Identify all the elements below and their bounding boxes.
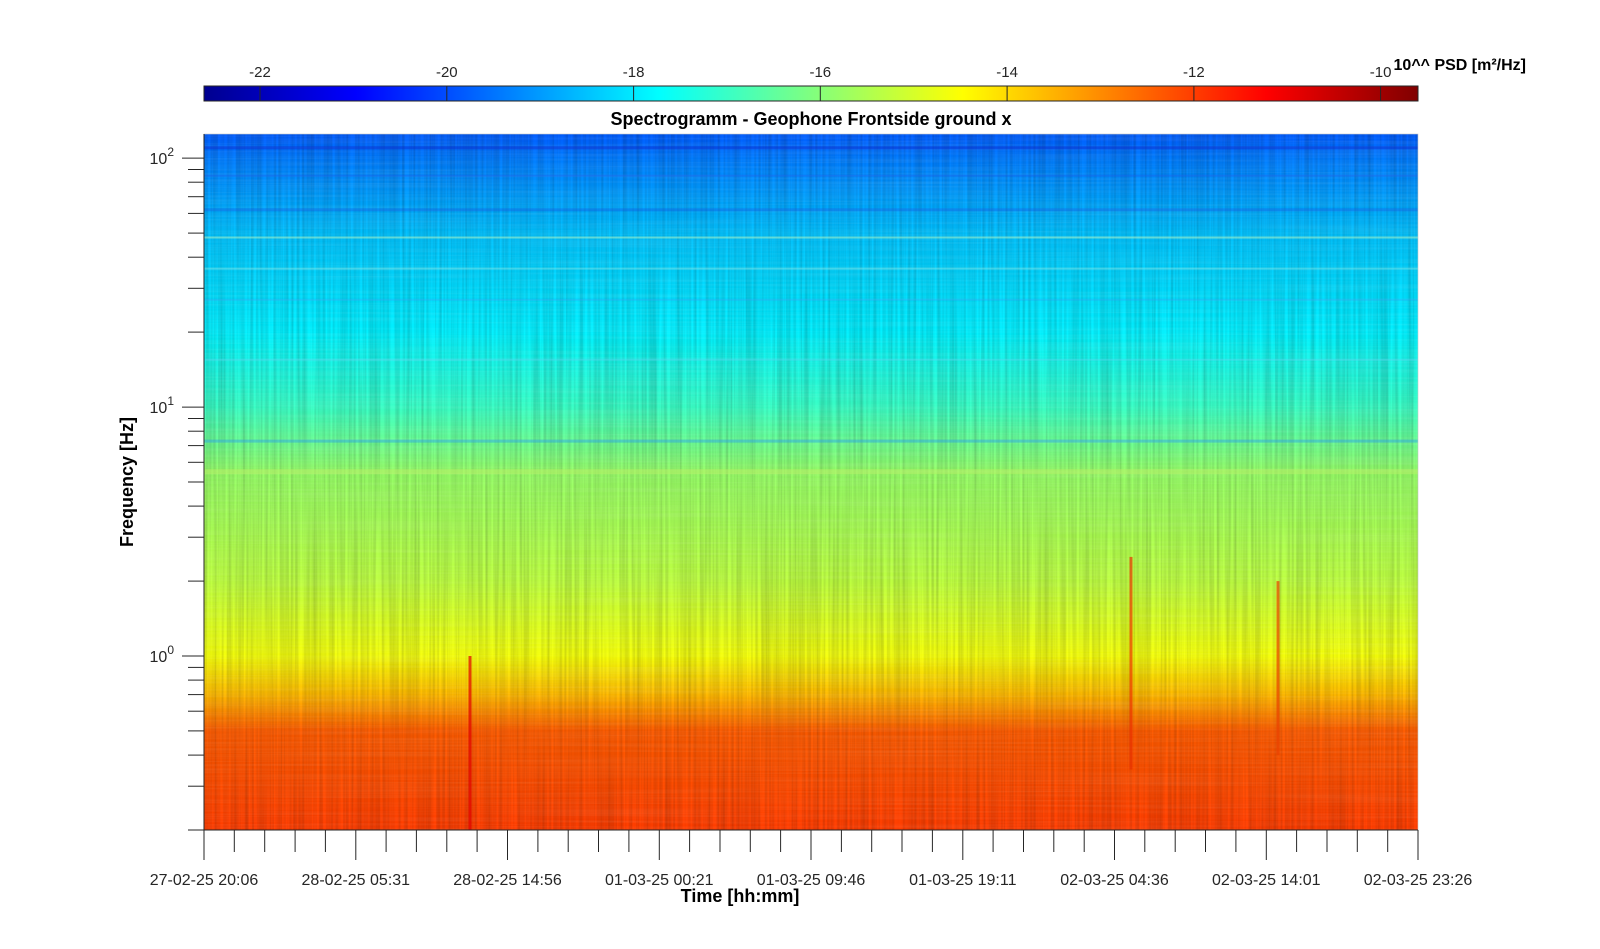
colorbar-gradient bbox=[203, 85, 1419, 102]
spectral-line bbox=[204, 146, 1418, 150]
colorbar-label: 10^^ PSD [m²/Hz] bbox=[1394, 57, 1526, 74]
colorbar-ticks: -22 -20 -18 -16 -14 -12 -10 bbox=[249, 64, 1391, 101]
x-tick-label: 28-02-25 05:31 bbox=[302, 872, 411, 889]
transient-event bbox=[1129, 556, 1133, 770]
spectral-line bbox=[204, 358, 1418, 361]
spectral-lines bbox=[204, 146, 1418, 830]
colorbar-tick-label: -18 bbox=[623, 64, 645, 81]
texture-horizontal bbox=[204, 134, 1418, 830]
x-tick-label: 02-03-25 04:36 bbox=[1060, 872, 1169, 889]
colorbar-tick-label: -12 bbox=[1183, 64, 1205, 81]
y-axis: 100 101 102 bbox=[150, 134, 205, 831]
spectrogram-plot-area bbox=[203, 133, 1419, 831]
y-tick-label: 100 bbox=[150, 643, 175, 666]
x-axis: 27-02-25 20:06 28-02-25 05:31 28-02-25 14:… bbox=[150, 829, 1473, 889]
spectral-line bbox=[204, 267, 1418, 270]
x-tick-label: 02-03-25 23:26 bbox=[1364, 872, 1473, 889]
transient-event bbox=[1276, 581, 1280, 756]
spectral-line bbox=[204, 439, 1418, 443]
x-tick-label: 01-03-25 09:46 bbox=[757, 872, 866, 889]
y-axis-label: Frequency [Hz] bbox=[117, 417, 137, 547]
x-axis-label: Time [hh:mm] bbox=[681, 886, 800, 906]
spectral-line bbox=[204, 208, 1418, 212]
spectral-line bbox=[204, 469, 1418, 475]
colorbar-tick-label: -22 bbox=[249, 64, 271, 81]
x-tick-label: 27-02-25 20:06 bbox=[150, 872, 259, 889]
x-tick-label: 01-03-25 00:21 bbox=[605, 872, 714, 889]
spectral-line bbox=[204, 298, 1418, 301]
x-tick-label: 02-03-25 14:01 bbox=[1212, 872, 1321, 889]
colorbar-tick-label: -14 bbox=[996, 64, 1018, 81]
colorbar-tick-label: -20 bbox=[436, 64, 458, 81]
transient-event bbox=[468, 656, 472, 830]
chart-title: Spectrogramm - Geophone Frontside ground… bbox=[610, 109, 1011, 129]
colorbar: -22 -20 -18 -16 -14 -12 -10 10^^ PSD [m²/Hz] bbox=[203, 57, 1526, 102]
y-tick-label: 102 bbox=[150, 145, 175, 168]
colorbar-tick-label: -16 bbox=[809, 64, 831, 81]
spectral-line bbox=[204, 174, 1418, 177]
spectral-line bbox=[204, 236, 1418, 239]
x-tick-label: 01-03-25 19:11 bbox=[909, 872, 1016, 889]
y-tick-label: 101 bbox=[150, 394, 175, 417]
x-tick-label: 28-02-25 14:56 bbox=[453, 872, 562, 889]
colorbar-tick-label: -10 bbox=[1370, 64, 1392, 81]
